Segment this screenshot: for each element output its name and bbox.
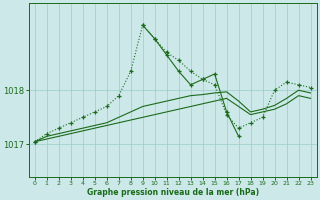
X-axis label: Graphe pression niveau de la mer (hPa): Graphe pression niveau de la mer (hPa) [87,188,259,197]
